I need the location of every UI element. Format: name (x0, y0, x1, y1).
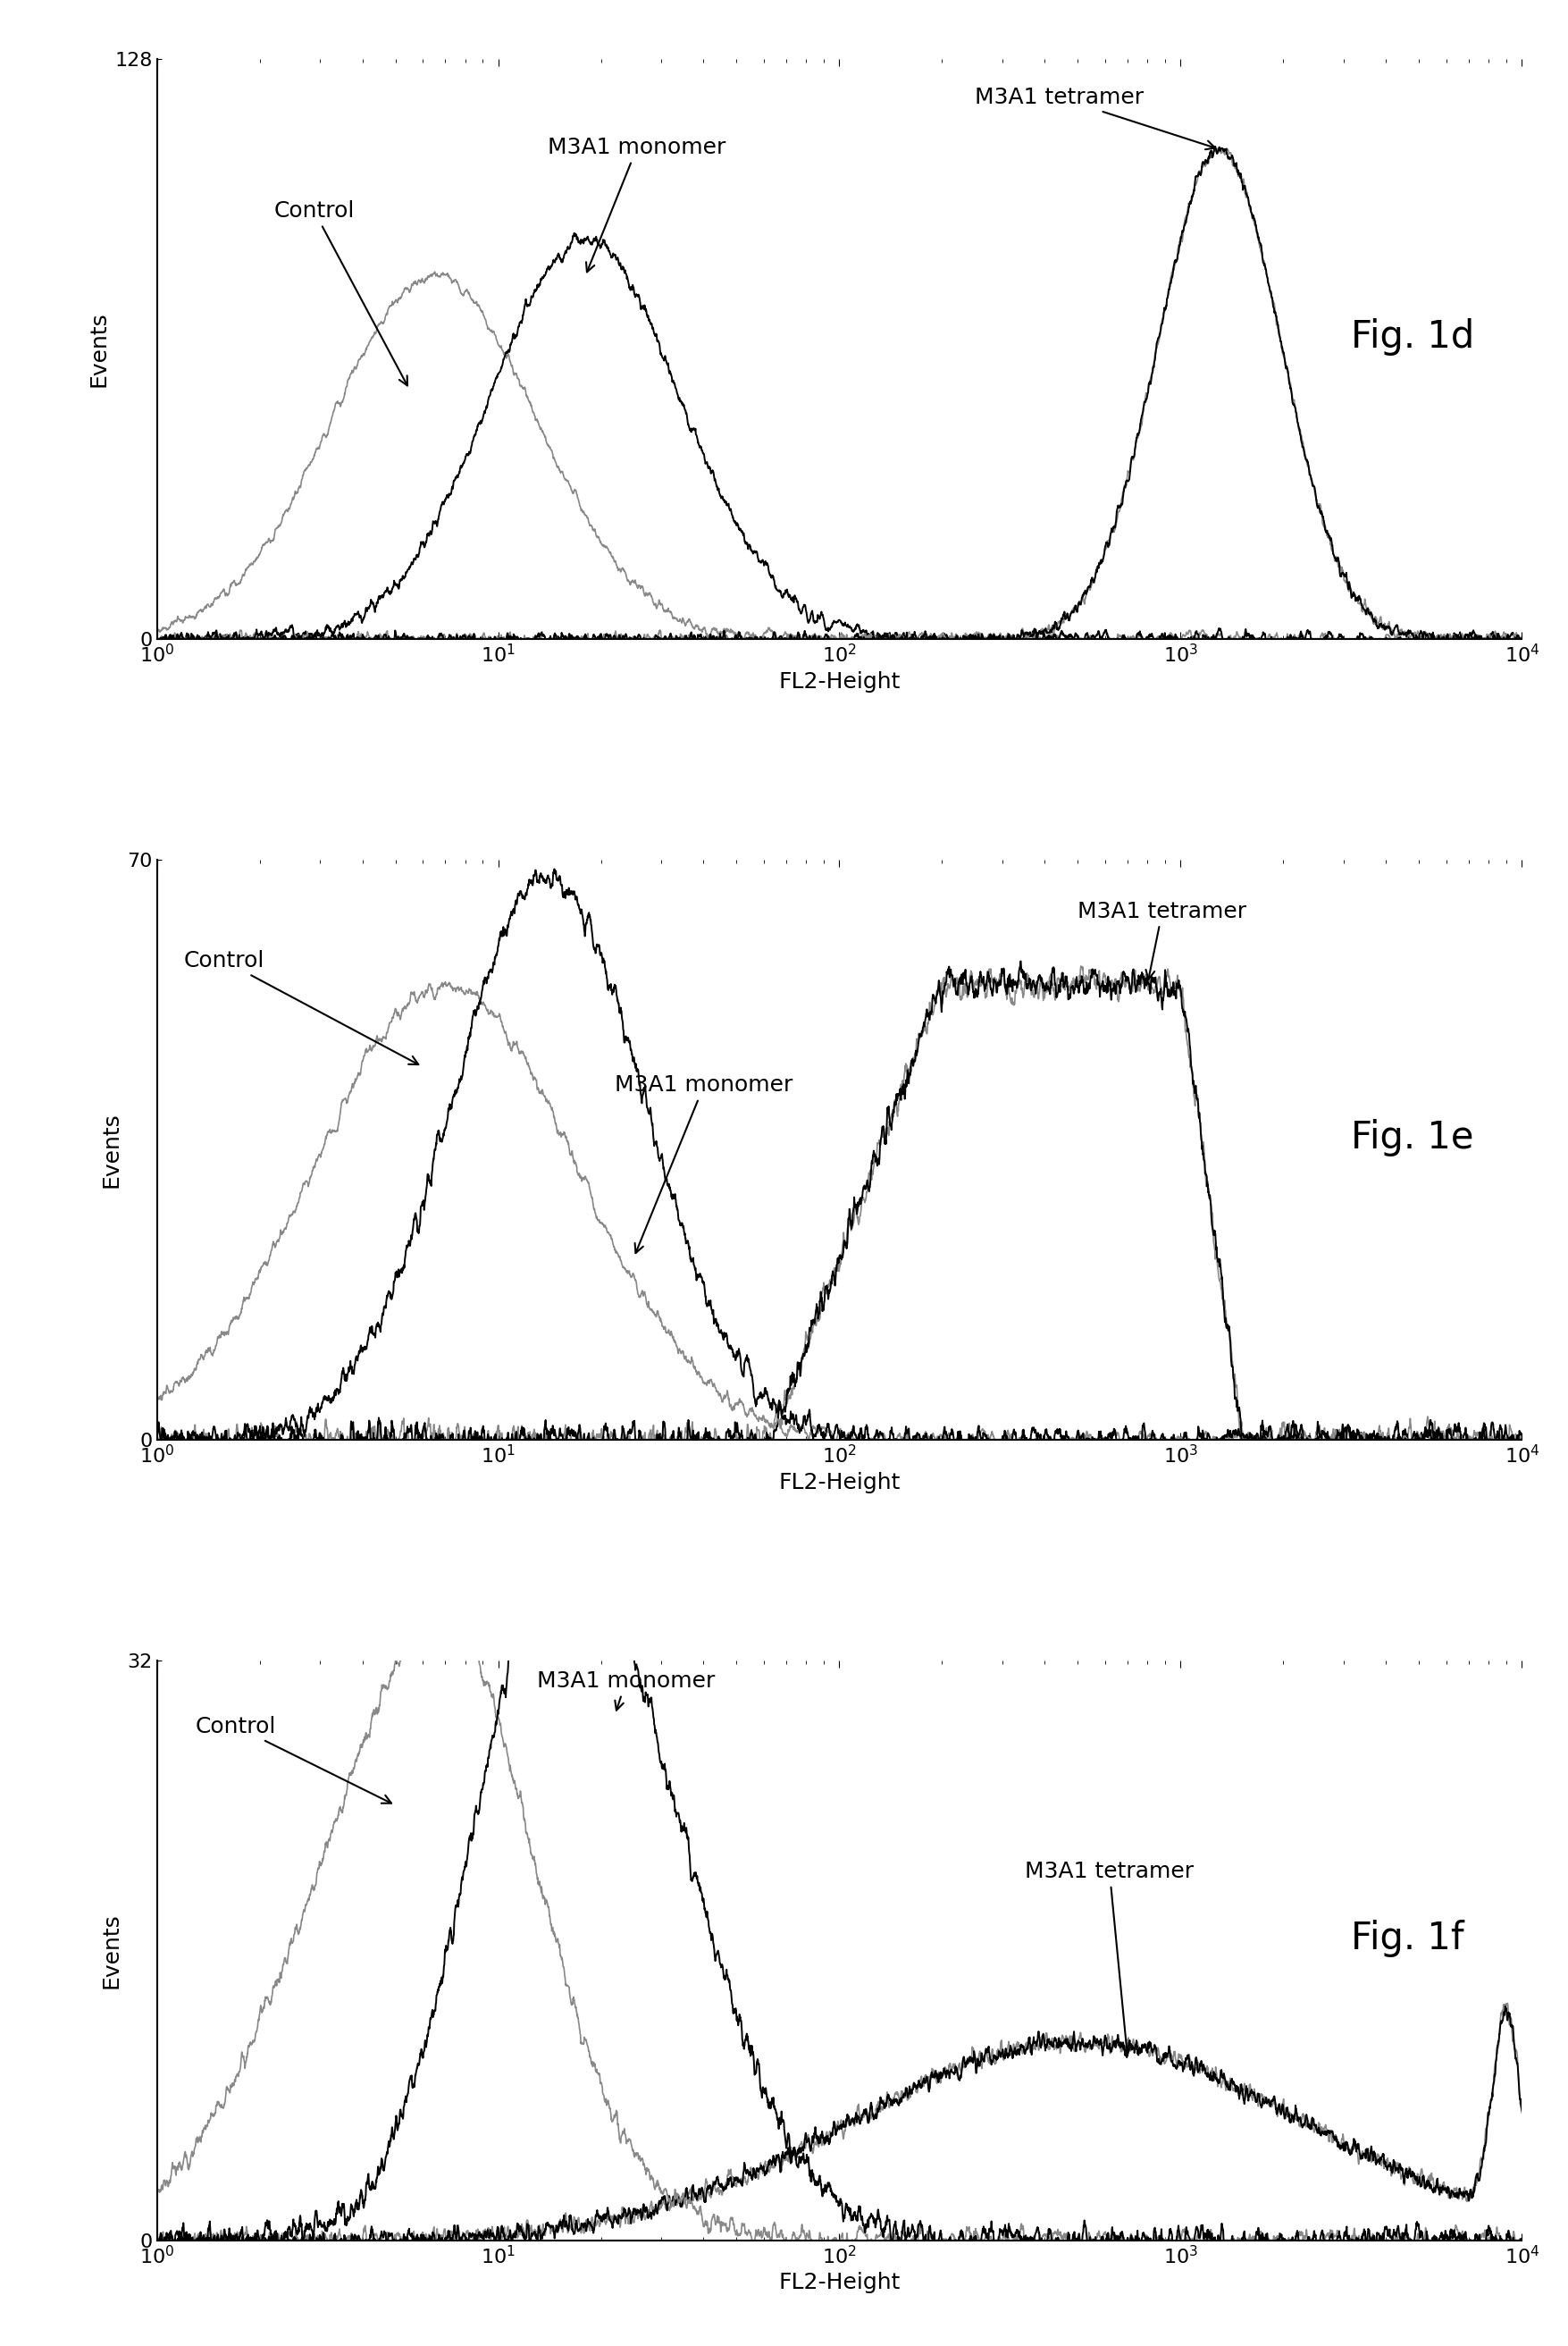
Text: M3A1 tetramer: M3A1 tetramer (1077, 901, 1247, 978)
Text: Control: Control (273, 199, 408, 385)
Text: M3A1 monomer: M3A1 monomer (615, 1074, 793, 1253)
X-axis label: FL2-Height: FL2-Height (778, 671, 900, 692)
Y-axis label: Events: Events (100, 1112, 122, 1187)
X-axis label: FL2-Height: FL2-Height (778, 1471, 900, 1492)
Text: Fig. 1e: Fig. 1e (1350, 1119, 1474, 1157)
Text: M3A1 monomer: M3A1 monomer (536, 1670, 715, 1710)
Y-axis label: Events: Events (88, 312, 110, 387)
X-axis label: FL2-Height: FL2-Height (778, 2273, 900, 2294)
Text: Fig. 1d: Fig. 1d (1350, 319, 1474, 357)
Y-axis label: Events: Events (100, 1912, 122, 1987)
Text: M3A1 tetramer: M3A1 tetramer (975, 87, 1215, 150)
Text: Control: Control (183, 950, 419, 1065)
Text: M3A1 monomer: M3A1 monomer (547, 136, 726, 272)
Text: M3A1 tetramer: M3A1 tetramer (1024, 1860, 1193, 2055)
Text: Control: Control (196, 1715, 390, 1804)
Text: Fig. 1f: Fig. 1f (1350, 1919, 1463, 1957)
